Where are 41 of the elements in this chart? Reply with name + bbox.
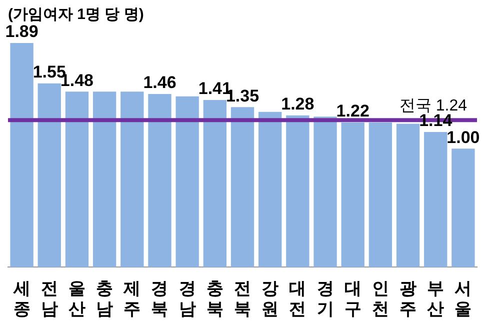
- x-tick-label: 전북: [234, 279, 251, 318]
- x-tick-label: 충북: [206, 279, 224, 318]
- x-tick-label: 전남: [40, 279, 58, 318]
- data-label: 1.46: [143, 73, 176, 92]
- x-tick-label: 제주: [122, 279, 141, 318]
- bar: [65, 92, 89, 268]
- x-tick-label: 세종: [12, 279, 30, 318]
- x-tick-label: 강원: [262, 279, 279, 318]
- x-tick-label: 경기: [316, 279, 334, 318]
- bar: [120, 92, 144, 268]
- ref-line-label: 전국 1.24: [399, 98, 468, 115]
- data-label: 1.00: [446, 128, 480, 147]
- bar: [286, 115, 310, 268]
- x-tick-label: 부산: [427, 279, 444, 318]
- x-tick-label: 경북: [151, 279, 168, 318]
- bar: [368, 122, 392, 268]
- bar: [230, 107, 254, 268]
- bar: [424, 132, 448, 268]
- data-label: 1.28: [281, 94, 314, 114]
- bar: [148, 94, 172, 268]
- y-axis-title: (가임여자 1명 당 명): [8, 6, 144, 24]
- bar: [258, 112, 282, 268]
- bar: [38, 83, 61, 268]
- x-tick-label: 울산: [68, 279, 86, 318]
- bar: [314, 116, 337, 268]
- data-label: 1.89: [5, 22, 38, 42]
- x-tick-label: 대전: [289, 279, 306, 318]
- x-tick-label: 충남: [96, 279, 114, 318]
- bar: [396, 124, 420, 268]
- bar: [452, 148, 475, 268]
- x-tick-label: 인천: [372, 279, 389, 318]
- bar: [176, 96, 199, 268]
- x-tick-label: 경남: [178, 279, 196, 318]
- x-tick-label: 대구: [344, 279, 362, 318]
- x-tick-label: 광주: [400, 279, 417, 318]
- bar: [92, 92, 116, 268]
- data-label: 1.22: [336, 102, 370, 121]
- bar: [203, 100, 226, 268]
- bar: [341, 122, 364, 268]
- bar: [10, 43, 34, 268]
- x-tick-label: 서울: [454, 279, 472, 318]
